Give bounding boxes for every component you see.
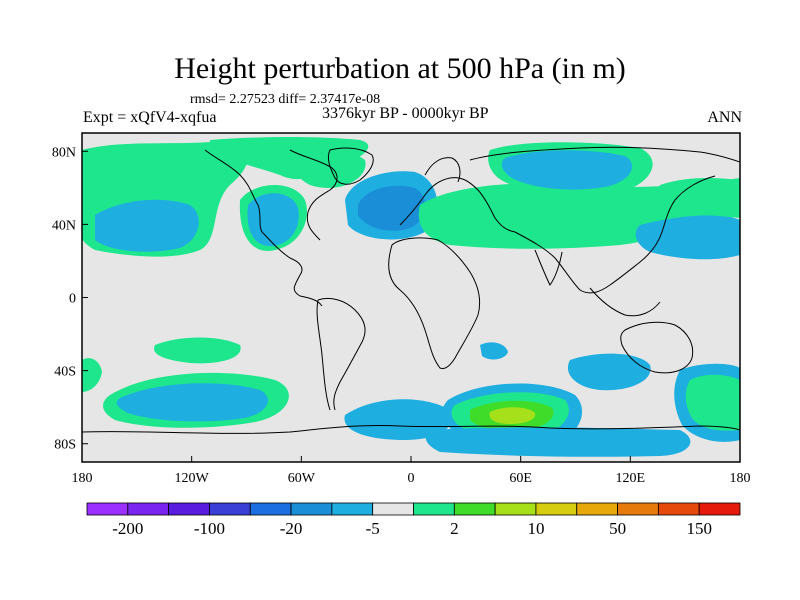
x-tick-label: 60W — [288, 471, 316, 486]
colorbar-swatch — [249, 502, 292, 516]
colorbar: -200 -100 -20 -5 2 10 50 150 — [86, 502, 741, 538]
y-tick-label: 80S — [54, 438, 76, 453]
contour-region-s-indian-peak — [489, 407, 536, 424]
colorbar-swatch — [576, 502, 618, 516]
contour-region-s-pacific-small-2 — [82, 358, 102, 392]
colorbar-swatch — [413, 502, 455, 516]
colorbar-label: -5 — [366, 519, 380, 538]
contour-region-antarctic-band — [425, 427, 691, 457]
contour-region-nw-pacific-band — [657, 177, 740, 218]
colorbar-swatch — [86, 502, 129, 516]
x-tick-label: 120W — [175, 471, 210, 486]
colorbar-swatch — [127, 502, 170, 516]
colorbar-label: -20 — [280, 519, 303, 538]
coastlines — [82, 146, 740, 434]
coast-asia — [514, 175, 716, 294]
coast-south-america-west — [316, 299, 331, 411]
contour-region-s-pacific-small — [154, 337, 241, 364]
coast-antarctica — [82, 424, 740, 434]
contour-region-siberia-core — [501, 150, 633, 190]
contour-region-s-australia — [567, 353, 651, 391]
stats-text: rmsd= 2.27523 diff= 2.37417e-08 — [190, 92, 381, 107]
coast-north-america-east — [289, 149, 338, 241]
x-tick-label: 120E — [616, 471, 646, 486]
coast-africa — [388, 237, 481, 369]
x-tick-label: 180 — [730, 471, 751, 486]
colorbar-swatch — [535, 502, 578, 516]
coast-india — [534, 249, 563, 286]
contour-fills — [82, 137, 740, 457]
coast-north-america — [204, 149, 323, 307]
contour-region-n-america-inner — [247, 193, 299, 247]
period-label: 3376kyr BP - 0000kyr BP — [322, 105, 489, 122]
x-tick-label: 60E — [509, 471, 532, 486]
contour-region-s-pacific-core — [116, 383, 268, 422]
y-axis: 80N 40N 0 40S 80S — [52, 145, 88, 453]
colorbar-swatch — [657, 502, 700, 516]
figure-title: Height perturbation at 500 hPa (in m) — [174, 52, 626, 85]
coast-australia — [620, 321, 694, 374]
colorbar-swatch — [372, 502, 414, 516]
contour-region-n-pacific-inner — [95, 199, 199, 252]
colorbar-swatch — [617, 502, 659, 516]
x-tick-label: 0 — [408, 471, 415, 486]
y-tick-label: 40N — [52, 218, 76, 233]
colorbar-swatch — [698, 502, 741, 516]
y-tick-label: 80N — [52, 145, 76, 160]
y-tick-label: 40S — [54, 365, 76, 380]
coast-europe — [399, 177, 516, 233]
coast-se-asia — [589, 287, 661, 317]
contour-region-greenland — [288, 143, 366, 188]
colorbar-swatch — [453, 502, 496, 516]
coast-greenland — [327, 147, 374, 185]
experiment-label: Expt = xQfV4-xqfua — [83, 109, 217, 126]
colorbar-swatch — [168, 502, 210, 516]
colorbar-label: 2 — [450, 519, 459, 538]
y-tick-label: 0 — [69, 292, 76, 307]
coast-scandinavia — [424, 157, 461, 183]
season-label: ANN — [707, 109, 742, 126]
contour-region-sw-pacific-green — [685, 374, 740, 431]
colorbar-swatch — [209, 502, 251, 516]
colorbar-label: -100 — [194, 519, 225, 538]
colorbar-label: 150 — [686, 519, 712, 538]
contour-region-s-ocean-small — [480, 342, 508, 360]
colorbar-label: 10 — [527, 519, 544, 538]
colorbar-swatch — [494, 502, 537, 516]
colorbar-label: -200 — [112, 519, 143, 538]
colorbar-swatch — [290, 502, 333, 516]
contour-region-n-atlantic-core — [358, 185, 426, 231]
contour-region-nw-pacific — [635, 215, 740, 260]
x-tick-label: 180 — [72, 471, 93, 486]
x-axis: 180 120W 60W 0 60E 120E 180 — [72, 456, 751, 486]
colorbar-swatch — [331, 502, 374, 516]
coast-arctic-asia — [469, 146, 740, 163]
colorbar-label: 50 — [609, 519, 626, 538]
contour-region-s-atlantic — [344, 399, 453, 440]
coast-south-america — [317, 297, 366, 411]
